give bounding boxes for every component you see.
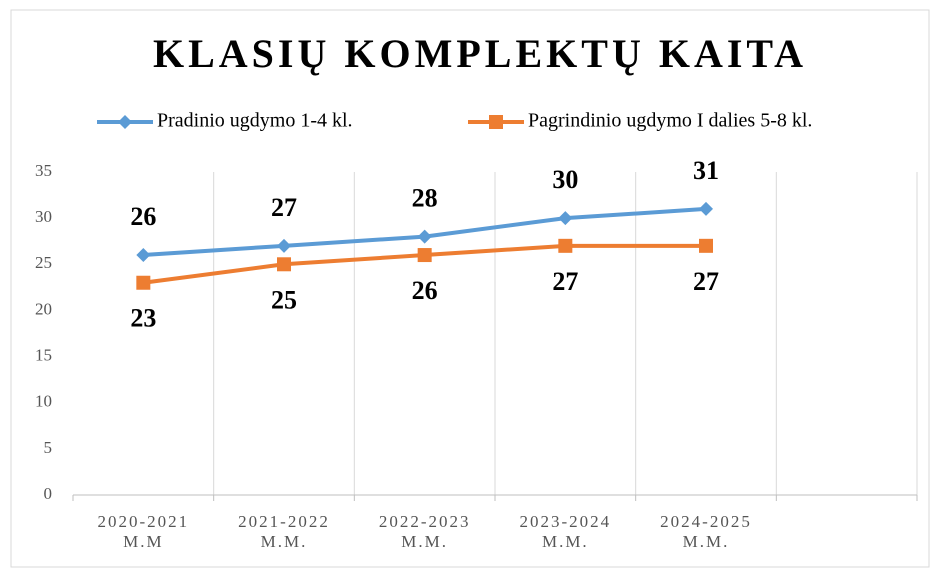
point bbox=[136, 275, 151, 290]
point bbox=[558, 211, 573, 226]
data-label: 26 bbox=[412, 276, 438, 305]
data-label: 23 bbox=[130, 304, 156, 333]
legend-marker bbox=[489, 115, 503, 129]
y-tick-label: 0 bbox=[44, 484, 53, 503]
x-tick-label: 2020-2021 M.M bbox=[97, 512, 190, 551]
data-label: 31 bbox=[693, 156, 719, 185]
legend-marker bbox=[118, 115, 132, 129]
point bbox=[558, 238, 573, 253]
legend-label: Pagrindinio ugdymo I dalies 5-8 kl. bbox=[528, 110, 812, 132]
y-tick-label: 10 bbox=[35, 392, 52, 411]
data-label: 27 bbox=[271, 193, 297, 222]
data-label: 26 bbox=[130, 202, 156, 231]
data-label: 27 bbox=[552, 267, 578, 296]
legend-label: Pradinio ugdymo 1-4 kl. bbox=[157, 110, 353, 132]
point bbox=[699, 201, 713, 216]
x-tick-label: 2022-2023 M.M. bbox=[378, 512, 471, 551]
point bbox=[277, 257, 291, 272]
point bbox=[136, 248, 151, 263]
data-label: 25 bbox=[271, 285, 297, 314]
point bbox=[417, 229, 432, 244]
y-tick-label: 5 bbox=[44, 438, 53, 457]
y-tick-label: 15 bbox=[35, 345, 52, 364]
y-tick-label: 25 bbox=[35, 253, 52, 272]
x-tick-label: 2023-2024 M.M. bbox=[519, 512, 612, 551]
chart-title: KLASIŲ KOMPLEKTŲ KAITA bbox=[153, 31, 807, 76]
point bbox=[417, 248, 432, 263]
point bbox=[699, 238, 713, 253]
y-tick-label: 20 bbox=[35, 299, 52, 318]
data-label: 27 bbox=[693, 267, 719, 296]
point bbox=[277, 238, 291, 253]
x-tick-label: 2024-2025 M.M. bbox=[660, 512, 752, 551]
y-tick-label: 35 bbox=[35, 161, 52, 180]
x-tick-label: 2021-2022 M.M. bbox=[238, 512, 330, 551]
data-label: 30 bbox=[552, 165, 578, 194]
y-tick-label: 30 bbox=[35, 207, 52, 226]
data-label: 28 bbox=[412, 184, 438, 213]
